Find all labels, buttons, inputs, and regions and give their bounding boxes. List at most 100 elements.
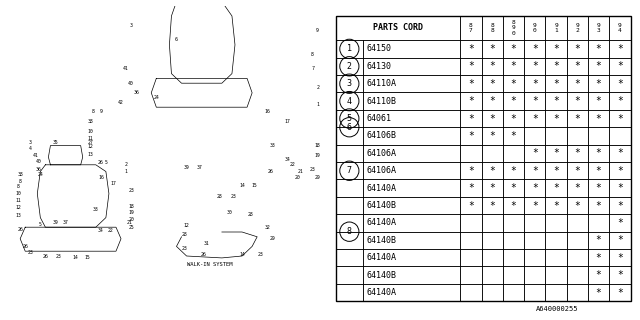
Bar bbox=[503, 249, 524, 267]
Text: *: * bbox=[532, 201, 538, 211]
Text: 41: 41 bbox=[123, 66, 129, 71]
Text: 12: 12 bbox=[184, 223, 189, 228]
Text: *: * bbox=[617, 79, 623, 89]
Text: 2: 2 bbox=[347, 62, 352, 71]
Text: 11: 11 bbox=[88, 136, 93, 141]
Bar bbox=[460, 249, 482, 267]
Text: 34: 34 bbox=[285, 157, 291, 163]
Text: 29: 29 bbox=[315, 175, 321, 180]
Text: *: * bbox=[596, 96, 602, 106]
Bar bbox=[545, 284, 567, 301]
Bar bbox=[336, 197, 363, 214]
Bar bbox=[609, 214, 630, 232]
Text: 38: 38 bbox=[88, 119, 93, 124]
Text: *: * bbox=[511, 166, 516, 176]
Bar bbox=[336, 214, 363, 232]
Bar bbox=[460, 40, 482, 58]
Text: 33: 33 bbox=[269, 143, 275, 148]
Text: *: * bbox=[553, 44, 559, 54]
Text: *: * bbox=[532, 61, 538, 71]
Text: 64140B: 64140B bbox=[366, 271, 396, 280]
Text: *: * bbox=[490, 79, 495, 89]
Text: 27: 27 bbox=[88, 140, 93, 145]
Text: *: * bbox=[553, 61, 559, 71]
Bar bbox=[567, 162, 588, 180]
Bar bbox=[482, 267, 503, 284]
Text: 8
7: 8 7 bbox=[469, 22, 473, 33]
Bar bbox=[609, 127, 630, 145]
Text: *: * bbox=[596, 148, 602, 158]
Bar bbox=[609, 110, 630, 127]
Bar bbox=[524, 284, 545, 301]
Text: *: * bbox=[468, 201, 474, 211]
Bar bbox=[524, 197, 545, 214]
Bar bbox=[524, 180, 545, 197]
Bar bbox=[567, 110, 588, 127]
Text: 16: 16 bbox=[264, 109, 270, 115]
Bar bbox=[609, 180, 630, 197]
Text: *: * bbox=[553, 183, 559, 193]
Bar bbox=[545, 92, 567, 110]
Bar bbox=[460, 145, 482, 162]
Bar bbox=[588, 180, 609, 197]
Text: *: * bbox=[575, 96, 580, 106]
Bar bbox=[567, 197, 588, 214]
Text: 14: 14 bbox=[239, 183, 245, 188]
Bar bbox=[524, 249, 545, 267]
Text: *: * bbox=[617, 148, 623, 158]
Bar bbox=[482, 127, 503, 145]
Bar bbox=[545, 58, 567, 75]
Text: *: * bbox=[596, 79, 602, 89]
Bar bbox=[460, 232, 482, 249]
Bar bbox=[482, 214, 503, 232]
Text: A640000255: A640000255 bbox=[536, 306, 579, 312]
Text: 38: 38 bbox=[17, 172, 23, 177]
Bar bbox=[609, 284, 630, 301]
Text: 22: 22 bbox=[108, 228, 114, 233]
Text: 29: 29 bbox=[269, 236, 275, 241]
Text: *: * bbox=[553, 201, 559, 211]
Bar bbox=[588, 267, 609, 284]
Bar bbox=[588, 92, 609, 110]
Bar bbox=[460, 110, 482, 127]
Bar bbox=[336, 75, 363, 92]
Text: WALK-IN SYSTEM: WALK-IN SYSTEM bbox=[187, 262, 232, 267]
Text: 9: 9 bbox=[316, 28, 319, 33]
Text: *: * bbox=[575, 79, 580, 89]
Text: 1: 1 bbox=[347, 44, 352, 53]
Bar bbox=[503, 110, 524, 127]
Text: *: * bbox=[617, 201, 623, 211]
Bar bbox=[524, 162, 545, 180]
Bar bbox=[363, 162, 460, 180]
Text: *: * bbox=[532, 79, 538, 89]
Text: 4: 4 bbox=[29, 146, 32, 151]
Text: 3: 3 bbox=[347, 79, 352, 88]
Text: 9: 9 bbox=[99, 109, 102, 115]
Bar bbox=[503, 162, 524, 180]
Bar bbox=[503, 127, 524, 145]
Bar bbox=[482, 249, 503, 267]
Text: 22: 22 bbox=[289, 162, 295, 167]
Bar bbox=[524, 232, 545, 249]
Bar bbox=[567, 249, 588, 267]
Bar bbox=[524, 145, 545, 162]
Text: *: * bbox=[553, 96, 559, 106]
Text: *: * bbox=[511, 114, 516, 124]
Text: 8: 8 bbox=[347, 227, 352, 236]
Bar bbox=[363, 214, 460, 232]
Bar bbox=[482, 197, 503, 214]
Bar bbox=[503, 284, 524, 301]
Bar bbox=[609, 249, 630, 267]
Text: 8: 8 bbox=[311, 52, 314, 57]
Text: 15: 15 bbox=[85, 255, 91, 260]
Bar bbox=[336, 16, 460, 40]
Bar bbox=[460, 58, 482, 75]
Text: 3: 3 bbox=[130, 23, 132, 28]
Text: *: * bbox=[575, 44, 580, 54]
Bar bbox=[482, 180, 503, 197]
Text: 16: 16 bbox=[98, 175, 104, 180]
Bar bbox=[460, 127, 482, 145]
Text: *: * bbox=[617, 236, 623, 245]
Text: *: * bbox=[532, 44, 538, 54]
Text: 23: 23 bbox=[257, 252, 263, 257]
